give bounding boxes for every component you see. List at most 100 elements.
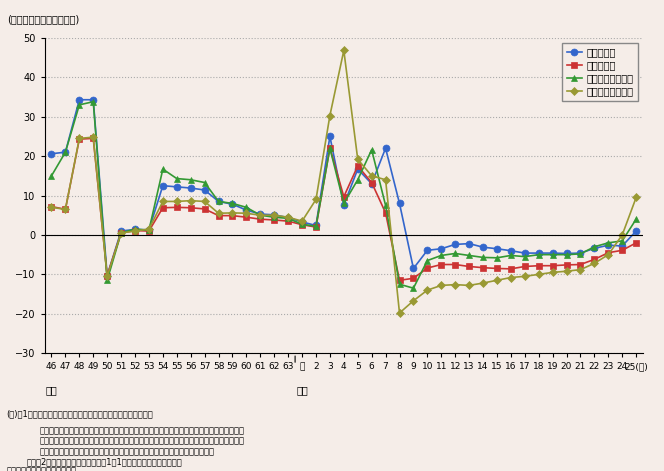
全国住宅地 bbox=[521, 250, 529, 256]
全国商業地 bbox=[438, 262, 446, 268]
全国住宅地 bbox=[256, 211, 264, 217]
Text: 大阪圈　：近畿圈整備法による既成都市区域及び近郊整備区域を含む市町村の区域: 大阪圈 ：近畿圈整備法による既成都市区域及び近郊整備区域を含む市町村の区域 bbox=[40, 437, 245, 446]
全国商業地 bbox=[465, 264, 473, 269]
全国商業地 bbox=[548, 263, 556, 268]
三大都市圈商業地 bbox=[326, 113, 334, 118]
三大都市圈商業地 bbox=[410, 298, 418, 304]
全国住宅地 bbox=[48, 151, 56, 156]
全国商業地 bbox=[117, 230, 125, 236]
三大都市圈商業地 bbox=[242, 211, 250, 216]
全国住宅地 bbox=[131, 227, 139, 232]
全国商業地 bbox=[173, 204, 181, 210]
全国住宅地 bbox=[89, 97, 97, 103]
全国住宅地 bbox=[438, 246, 446, 252]
三大都市圈商業地 bbox=[187, 198, 195, 203]
三大都市圈住宅地 bbox=[382, 203, 390, 208]
三大都市圈住宅地 bbox=[131, 226, 139, 232]
三大都市圈商業地 bbox=[396, 310, 404, 316]
全国住宅地 bbox=[424, 247, 432, 253]
三大都市圈商業地 bbox=[145, 226, 153, 232]
三大都市圈商業地 bbox=[604, 252, 612, 258]
全国住宅地 bbox=[410, 266, 418, 271]
全国商業地 bbox=[396, 277, 404, 283]
三大都市圈住宅地 bbox=[228, 201, 236, 206]
三大都市圈商業地 bbox=[452, 282, 459, 287]
三大都市圈商業地 bbox=[214, 211, 222, 216]
三大都市圈住宅地 bbox=[354, 177, 362, 183]
全国住宅地 bbox=[340, 202, 348, 208]
三大都市圈住宅地 bbox=[75, 102, 83, 108]
Text: (対前年変動率＝単位：％): (対前年変動率＝単位：％) bbox=[7, 14, 79, 24]
全国住宅地 bbox=[548, 250, 556, 256]
全国商業地 bbox=[103, 273, 111, 278]
三大都市圈商業地 bbox=[201, 199, 208, 204]
全国商業地 bbox=[410, 276, 418, 281]
全国商業地 bbox=[604, 250, 612, 255]
全国商業地 bbox=[507, 266, 515, 272]
全国商業地 bbox=[312, 224, 320, 230]
三大都市圈商業地 bbox=[548, 269, 556, 275]
三大都市圈住宅地 bbox=[187, 177, 195, 183]
三大都市圈商業地 bbox=[438, 283, 446, 288]
全国住宅地 bbox=[465, 241, 473, 246]
Line: 全国住宅地: 全国住宅地 bbox=[48, 96, 639, 279]
全国商業地 bbox=[159, 205, 167, 211]
全国住宅地 bbox=[312, 223, 320, 228]
全国商業地 bbox=[270, 217, 278, 223]
全国商業地 bbox=[89, 136, 97, 141]
全国商業地 bbox=[590, 257, 598, 262]
全国住宅地 bbox=[145, 227, 153, 233]
三大都市圈住宅地 bbox=[89, 99, 97, 105]
三大都市圈商業地 bbox=[284, 214, 292, 220]
全国住宅地 bbox=[298, 219, 306, 225]
三大都市圈住宅地 bbox=[201, 180, 208, 186]
全国住宅地 bbox=[604, 243, 612, 248]
三大都市圈住宅地 bbox=[548, 252, 556, 258]
全国住宅地 bbox=[270, 212, 278, 218]
全国住宅地 bbox=[590, 245, 598, 251]
全国商業地 bbox=[242, 214, 250, 220]
全国住宅地 bbox=[103, 273, 111, 278]
全国住宅地 bbox=[187, 185, 195, 191]
全国商業地 bbox=[145, 228, 153, 234]
全国商業地 bbox=[62, 206, 70, 212]
三大都市圈商業地 bbox=[382, 177, 390, 183]
全国住宅地 bbox=[354, 166, 362, 172]
三大都市圈住宅地 bbox=[368, 147, 376, 153]
全国住宅地 bbox=[242, 207, 250, 213]
三大都市圈商業地 bbox=[354, 156, 362, 162]
全国商業地 bbox=[452, 262, 459, 268]
三大都市圈住宅地 bbox=[632, 216, 640, 222]
全国商業地 bbox=[131, 228, 139, 234]
三大都市圈商業地 bbox=[562, 268, 570, 274]
Text: 東京圈　：首都圈整備法による既成市街地及び近郊整備地帯を含む市区町村の区域: 東京圈 ：首都圈整備法による既成市街地及び近郊整備地帯を含む市区町村の区域 bbox=[40, 426, 245, 435]
三大都市圈住宅地 bbox=[173, 176, 181, 181]
全国住宅地 bbox=[326, 134, 334, 139]
三大都市圈住宅地 bbox=[117, 230, 125, 236]
三大都市圈住宅地 bbox=[493, 255, 501, 260]
三大都市圈住宅地 bbox=[284, 216, 292, 221]
Text: 名古屋圈：中部圈開発整備法による都市整備区域を含む市町村の区域: 名古屋圈：中部圈開発整備法による都市整備区域を含む市町村の区域 bbox=[40, 447, 215, 456]
三大都市圈住宅地 bbox=[576, 251, 584, 257]
三大都市圈住宅地 bbox=[270, 214, 278, 220]
全国商業地 bbox=[214, 213, 222, 219]
全国住宅地 bbox=[493, 246, 501, 252]
三大都市圈住宅地 bbox=[604, 240, 612, 246]
全国商業地 bbox=[618, 247, 626, 253]
全国商業地 bbox=[382, 210, 390, 216]
全国住宅地 bbox=[117, 228, 125, 234]
三大都市圈商業地 bbox=[576, 267, 584, 272]
三大都市圈商業地 bbox=[75, 136, 83, 141]
全国商業地 bbox=[576, 262, 584, 268]
三大都市圈住宅地 bbox=[312, 223, 320, 229]
三大都市圈商業地 bbox=[618, 232, 626, 238]
三大都市圈住宅地 bbox=[340, 201, 348, 206]
全国住宅地 bbox=[632, 228, 640, 234]
三大都市圈商業地 bbox=[312, 197, 320, 203]
Legend: 全国住宅地, 全国商業地, 三大都市圈住宅地, 三大都市圈商業地: 全国住宅地, 全国商業地, 三大都市圈住宅地, 三大都市圈商業地 bbox=[562, 43, 638, 101]
三大都市圈商業地 bbox=[521, 274, 529, 279]
全国住宅地 bbox=[214, 199, 222, 204]
全国商業地 bbox=[201, 206, 208, 212]
Text: 平成: 平成 bbox=[296, 385, 308, 395]
全国住宅地 bbox=[452, 242, 459, 247]
